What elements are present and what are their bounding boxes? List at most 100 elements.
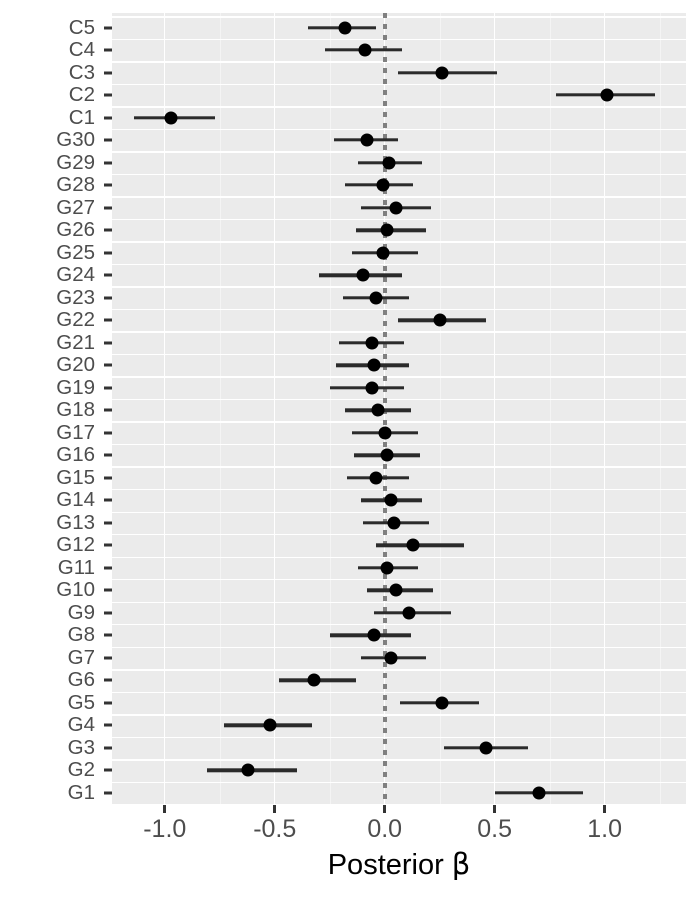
point-estimate-marker	[360, 133, 374, 147]
y-axis-tick-mark	[104, 26, 112, 29]
point-estimate-marker	[241, 763, 255, 777]
y-axis-tick-label: G13	[56, 510, 95, 534]
grid-line-row	[112, 489, 686, 491]
y-axis-tick-label: C3	[68, 60, 95, 84]
x-axis-tick-mark	[163, 805, 167, 813]
y-axis-tick-mark	[104, 431, 112, 435]
y-axis-tick-mark	[104, 408, 112, 412]
point-estimate-marker	[389, 201, 403, 215]
grid-line-row	[112, 16, 686, 18]
point-estimate-marker	[369, 471, 383, 485]
credible-interval-line	[375, 543, 464, 548]
point-estimate-marker	[384, 493, 398, 507]
y-axis-tick-label: G12	[56, 533, 95, 557]
y-axis-tick-label: G24	[56, 262, 95, 286]
grid-line-major	[164, 13, 166, 805]
point-estimate-marker	[382, 156, 396, 170]
point-estimate-marker	[600, 88, 614, 102]
grid-line-row	[112, 669, 686, 671]
point-estimate-marker	[384, 651, 398, 665]
point-estimate-marker	[380, 561, 394, 575]
y-axis-tick-mark	[104, 161, 112, 165]
point-estimate-marker	[263, 718, 277, 732]
y-axis-tick-mark	[104, 566, 112, 570]
point-estimate-marker	[532, 786, 546, 800]
y-axis-tick-label: C1	[68, 105, 95, 129]
grid-line-row	[112, 398, 686, 401]
point-estimate-marker	[365, 336, 378, 350]
y-axis-tick-mark	[104, 498, 112, 502]
y-axis-tick-mark	[104, 138, 112, 142]
grid-line-row	[112, 331, 686, 333]
point-estimate-marker	[378, 426, 392, 440]
y-axis-tick-mark	[104, 228, 112, 232]
y-axis-tick-mark	[104, 656, 112, 660]
grid-line-row	[112, 286, 686, 288]
grid-line-row	[112, 466, 686, 468]
y-axis-tick-label: G10	[56, 578, 95, 602]
y-axis-tick-label: C5	[68, 15, 95, 39]
y-axis-labels: C5 C4 C3 C2 C1 G30 G29 G28 G27 G26 G25 G24 G23 G22 G21…	[0, 13, 95, 805]
grid-line-row	[112, 624, 686, 626]
grid-line-row	[112, 714, 686, 716]
y-axis-tick-label: G27	[56, 195, 95, 219]
grid-line-minor	[219, 13, 221, 805]
y-axis-tick-mark	[104, 296, 112, 300]
x-axis-tick-label: -1.0	[143, 815, 187, 843]
y-axis-tick-mark	[104, 476, 112, 480]
grid-line-row	[112, 421, 686, 423]
y-axis-tick-label: G8	[67, 623, 95, 647]
y-axis-tick-mark	[104, 341, 112, 345]
y-axis-tick-label: G2	[67, 758, 95, 782]
point-estimate-marker	[356, 268, 370, 282]
y-axis-tick-mark	[104, 633, 112, 637]
y-axis-tick-label: C2	[68, 82, 95, 106]
y-axis-tick-label: C4	[68, 37, 95, 61]
grid-line-row	[112, 38, 686, 41]
y-axis-tick-label: G17	[56, 420, 95, 444]
grid-line-row	[112, 376, 686, 378]
y-axis-tick-mark	[104, 791, 112, 795]
grid-line-row	[112, 106, 686, 108]
x-axis-tick-label: 0.5	[477, 815, 513, 843]
y-axis-tick-mark	[104, 521, 112, 525]
grid-line-row	[112, 308, 686, 311]
y-axis-tick-label: G29	[56, 150, 95, 174]
point-estimate-marker	[380, 448, 394, 462]
grid-line-minor	[439, 13, 441, 805]
grid-line-row	[112, 804, 686, 805]
point-estimate-marker	[365, 381, 378, 395]
y-axis-tick-label: G4	[67, 713, 95, 737]
y-axis-tick-label: G21	[56, 330, 95, 354]
grid-line-row	[112, 263, 686, 266]
point-estimate-marker	[367, 358, 381, 372]
grid-line-major	[274, 13, 276, 805]
y-axis-tick-label: G7	[67, 645, 95, 669]
y-axis-tick-mark	[104, 206, 112, 210]
beta-symbol: β	[451, 847, 471, 881]
grid-line-row	[112, 218, 686, 221]
grid-line-row	[112, 196, 686, 198]
y-axis-tick-label: G15	[56, 465, 95, 489]
y-axis-tick-mark	[104, 453, 112, 457]
y-axis-tick-mark	[104, 768, 112, 772]
point-estimate-marker	[433, 313, 447, 327]
grid-line-row	[112, 759, 686, 761]
point-estimate-marker	[380, 223, 394, 237]
grid-line-row	[112, 556, 686, 558]
grid-line-row	[112, 151, 686, 153]
point-estimate-marker	[402, 606, 416, 620]
grid-line-minor	[329, 13, 331, 805]
y-axis-tick-label: G26	[56, 217, 95, 241]
y-axis-tick-label: G6	[67, 668, 95, 692]
y-axis-tick-label: G11	[57, 555, 95, 579]
grid-line-row	[112, 353, 686, 356]
point-estimate-marker	[406, 538, 420, 552]
grid-line-row	[112, 83, 686, 86]
x-axis-tick-mark	[493, 805, 497, 813]
grid-line-major	[603, 13, 606, 805]
grid-line-row	[112, 736, 686, 739]
grid-line-minor	[659, 13, 661, 805]
point-estimate-marker	[435, 696, 449, 710]
y-axis-tick-label: G18	[56, 398, 95, 421]
